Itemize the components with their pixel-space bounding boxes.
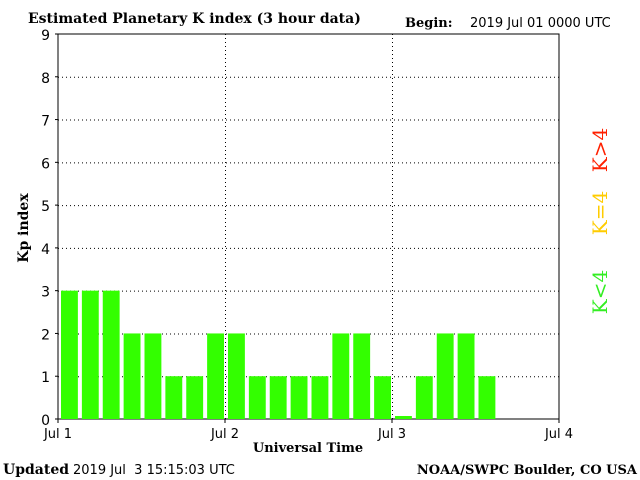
updated-label: Updated [3,462,69,478]
kp-bar [290,376,308,419]
kp-bar [207,333,224,419]
kp-bar [102,290,120,419]
y-tick-label: 3 [41,285,50,301]
kp-bar [395,416,412,419]
kp-bar [311,376,329,419]
y-tick-label: 4 [41,242,50,258]
kp-bar [415,376,433,419]
kp-bar [478,376,496,419]
x-axis-ticks: Jul 1 Jul 2 Jul 3 Jul 4 [43,419,573,442]
kp-bar [165,376,183,419]
kp-bar [374,376,391,419]
legend-label: K>4 [588,128,612,172]
kp-bar [123,333,141,419]
y-tick-label: 9 [41,28,50,44]
kp-bar [81,290,99,419]
x-tick-label: Jul 4 [544,427,573,442]
legend: K>4 K=4 K<4 [588,128,612,314]
kp-bar [269,376,287,419]
legend-label: K<4 [588,270,612,314]
kp-bar [248,376,266,419]
begin-value: 2019 Jul 01 0000 UTC [470,16,611,31]
begin-label: Begin: [405,16,453,31]
y-tick-label: 8 [41,71,50,87]
y-axis-label: Kp index [16,193,32,263]
x-axis-label: Universal Time [253,441,363,456]
credit-text: NOAA/SWPC Boulder, CO USA [417,463,638,478]
bar-series [61,290,496,419]
x-tick-label: Jul 3 [377,427,406,442]
y-tick-label: 7 [41,114,50,130]
x-tick-label: Jul 2 [210,427,239,442]
updated-value: 2019 Jul 3 15:15:03 UTC [73,463,235,478]
y-tick-label: 1 [41,370,50,386]
y-tick-label: 0 [41,413,50,429]
kp-bar [332,333,350,419]
y-tick-label: 5 [41,199,50,215]
y-tick-label: 6 [41,156,50,172]
kp-bar [144,333,162,419]
kp-bar [228,333,245,419]
y-tick-label: 2 [41,327,50,343]
legend-label: K=4 [588,191,612,235]
kp-bar [61,290,78,419]
kp-bar [436,333,454,419]
grid-lines [58,34,559,419]
plot-area [57,33,560,420]
x-tick-label: Jul 1 [43,427,72,442]
kp-bar [457,333,475,419]
kp-bar [186,376,204,419]
kp-bar [353,333,371,419]
y-axis-ticks: 0 1 2 3 4 5 6 7 8 9 [41,28,58,429]
chart-title: Estimated Planetary K index (3 hour data… [28,11,361,27]
